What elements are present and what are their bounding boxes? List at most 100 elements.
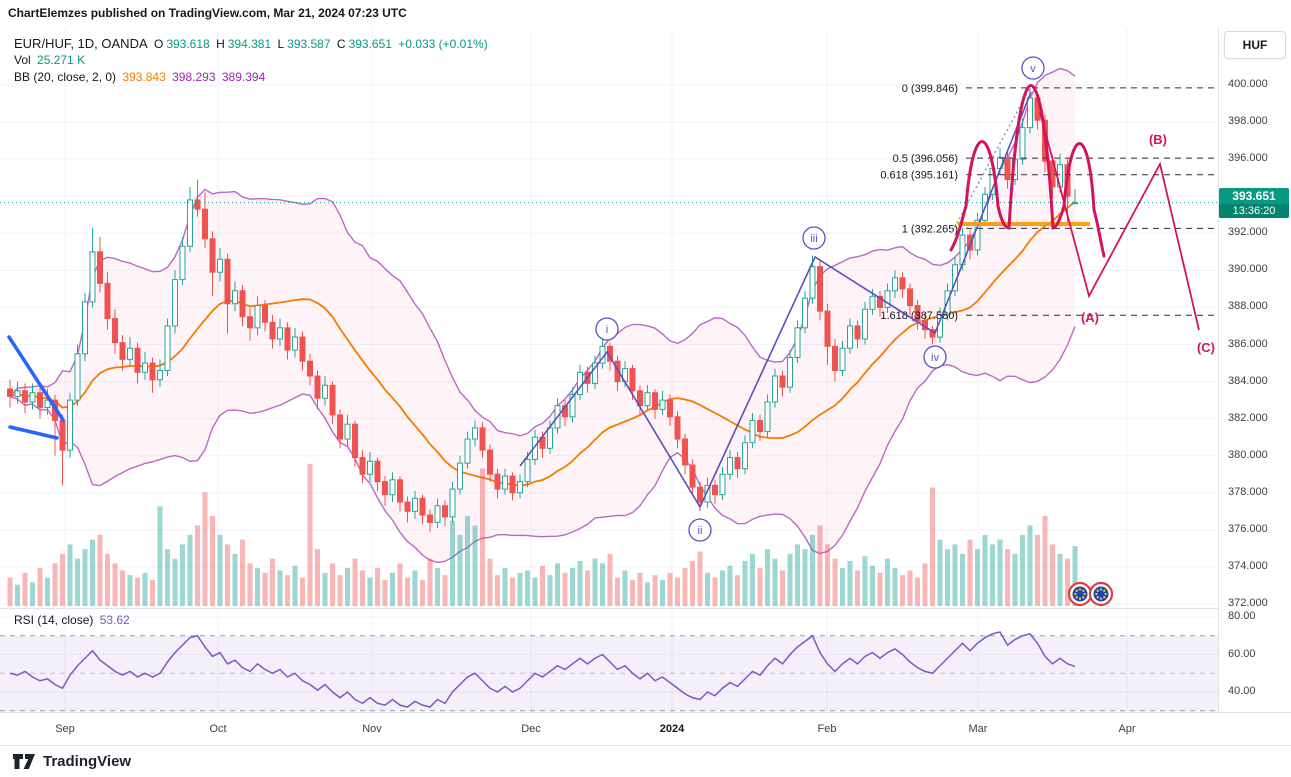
volume-bar: [120, 570, 125, 606]
volume-bar: [375, 568, 380, 606]
candle-body: [892, 277, 898, 292]
volume-bar: [157, 506, 163, 606]
volume-bar: [570, 568, 575, 606]
candle-body: [532, 436, 538, 460]
badge-star: [1078, 588, 1082, 591]
wave-label: ii: [698, 525, 703, 537]
volume-bar: [472, 525, 478, 606]
volume-bar: [787, 553, 793, 606]
volume-bar: [855, 570, 860, 606]
time-tick-label: Feb: [817, 723, 837, 735]
ohlc-l-value: 393.587: [287, 37, 331, 51]
candle-body: [269, 321, 276, 340]
symbol-legend-row[interactable]: EUR/HUF, 1D, OANDA O 393.618 H 394.381 L 39…: [14, 36, 491, 51]
abc-projection-line: [1039, 111, 1200, 331]
price-tick-label: 390.000: [1228, 263, 1268, 276]
time-axis[interactable]: Sep Oct Nov Dec 2024 Feb Mar Apr: [0, 712, 1291, 746]
volume-bar: [195, 525, 200, 606]
candle-body: [517, 481, 523, 494]
badge-star: [1074, 592, 1077, 596]
candle-body: [404, 501, 411, 512]
last-price-value: 393.651: [1232, 188, 1276, 203]
rsi-legend-row[interactable]: RSI (14, close) 53.62: [14, 613, 133, 627]
wave-label: v: [1030, 63, 1036, 75]
time-tick-label: Oct: [209, 723, 227, 735]
candle-body: [202, 208, 208, 240]
volume-bar: [225, 544, 230, 606]
volume-legend-row[interactable]: Vol 25.271 K: [14, 53, 88, 67]
brand-bar: TradingView: [0, 745, 1291, 777]
volume-bar: [300, 577, 305, 606]
candle-body: [59, 419, 66, 451]
wave-circle: [688, 518, 712, 542]
candle-body: [1027, 97, 1033, 129]
volume-bar: [202, 492, 208, 606]
volume-bar: [247, 563, 253, 606]
candle-body: [344, 423, 351, 440]
blue-trendline: [7, 335, 65, 422]
volume-bar: [870, 565, 875, 606]
volume-bar: [405, 577, 410, 606]
volume-bar: [667, 572, 673, 606]
candle-body: [254, 305, 261, 329]
volume-bar: [652, 575, 658, 606]
candle-body: [779, 375, 786, 388]
tradingview-logo-text[interactable]: TradingView: [43, 753, 132, 770]
candle-body: [862, 308, 868, 340]
publish-header: ChartElemzes published on TradingView.co…: [8, 6, 407, 20]
volume-bar: [690, 560, 695, 606]
volume-bar: [390, 572, 395, 606]
eu-flag-badge[interactable]: [1088, 581, 1114, 607]
volume-bar: [150, 579, 155, 606]
volume-bar: [885, 558, 890, 606]
time-tick-label: Apr: [1118, 723, 1136, 735]
volume-bar: [660, 579, 665, 606]
wave-label: i: [606, 324, 608, 336]
price-axis[interactable]: 400.000398.000396.000394.000392.000390.0…: [1218, 28, 1291, 745]
abc-label: (A): [1081, 310, 1099, 325]
candle-body: [772, 375, 778, 403]
bar-countdown: 13:36:20: [1219, 203, 1289, 218]
candle-body: [224, 258, 231, 305]
candle-body: [97, 251, 103, 284]
price-tick-label: 372.000: [1228, 597, 1268, 609]
volume-bar: [1042, 515, 1048, 606]
volume-bar: [345, 568, 350, 606]
abc-label: (B): [1149, 132, 1167, 147]
candle-body: [127, 347, 133, 360]
wave-circle: [923, 345, 947, 369]
blue-trendline: [8, 425, 59, 440]
candle-body: [869, 295, 876, 310]
badge-star: [1096, 589, 1099, 592]
eu-flag-badge[interactable]: [1067, 581, 1093, 607]
price-tick-label: 374.000: [1228, 559, 1268, 572]
volume-bar: [555, 563, 560, 606]
currency-toggle-button[interactable]: HUF: [1224, 31, 1286, 59]
candle-body: [524, 458, 531, 483]
candle-body: [119, 342, 126, 360]
candle-body: [217, 258, 223, 273]
volume-bar: [495, 575, 500, 606]
candle-body: [509, 475, 516, 494]
badge-star: [1099, 597, 1103, 600]
volume-bar: [457, 534, 463, 606]
candle-body: [817, 266, 823, 312]
bb-legend-row[interactable]: BB (20, close, 2, 0) 393.843 398.293 389…: [14, 70, 268, 84]
volume-bar: [367, 577, 373, 606]
price-tick-label: 378.000: [1228, 485, 1268, 498]
volume-bar: [532, 577, 538, 606]
volume-bar: [585, 570, 590, 606]
fib-label: 0.5 (396.056): [893, 153, 958, 165]
candle-body: [712, 484, 718, 496]
price-tick-label: 400.000: [1228, 78, 1268, 90]
candle-body: [472, 427, 478, 440]
pane-separator[interactable]: [0, 608, 1218, 609]
tradingview-logo-icon[interactable]: [12, 753, 36, 770]
candle-body: [449, 488, 456, 518]
badge-star: [1103, 596, 1106, 599]
volume-bar: [330, 563, 335, 606]
candle-body: [179, 245, 186, 281]
fib-label: 1 (392.265): [902, 223, 958, 235]
